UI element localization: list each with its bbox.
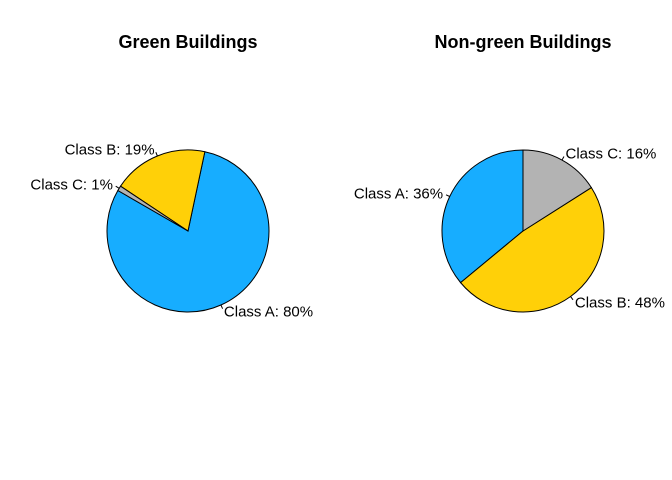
- green-slice-class-b: [119, 149, 206, 232]
- green-slice-class-a-leader: [220, 304, 224, 309]
- non-green-buildings-pie: Non-green Buildings Class A: 36% Class B:…: [354, 32, 665, 313]
- green-slice-class-c-leader: [115, 185, 120, 189]
- non-green-slice-class-a-label: Class A: 36%: [354, 185, 443, 202]
- green-buildings-title: Green Buildings: [118, 32, 257, 52]
- green-slice-class-a-label: Class A: 80%: [224, 304, 313, 321]
- non-green-slice-class-b-label: Class B: 48%: [575, 294, 665, 311]
- green-slice-class-b-leader: [155, 152, 158, 157]
- non-green-slice-class-c-label: Class C: 16%: [566, 146, 657, 163]
- non-green-slice-class-b-leader: [570, 296, 574, 301]
- non-green-slice-class-b: [459, 186, 605, 313]
- green-slice-class-b-label: Class B: 19%: [65, 141, 155, 158]
- non-green-slice-class-c-leader: [561, 156, 565, 161]
- non-green-slice-class-a: [441, 149, 524, 284]
- green-buildings-pie: Green Buildings Class A: 80% Class B: 19%…: [30, 32, 313, 321]
- non-green-slice-class-a-leader: [445, 194, 450, 197]
- green-slice-class-c-label: Class C: 1%: [30, 176, 113, 193]
- non-green-buildings-title: Non-green Buildings: [435, 32, 612, 52]
- green-slice-class-a: [106, 151, 270, 313]
- non-green-slice-class-c: [522, 149, 593, 232]
